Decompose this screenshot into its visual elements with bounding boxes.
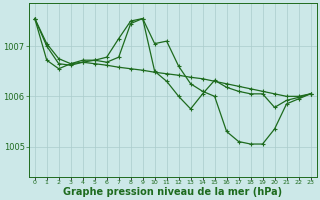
X-axis label: Graphe pression niveau de la mer (hPa): Graphe pression niveau de la mer (hPa): [63, 187, 282, 197]
